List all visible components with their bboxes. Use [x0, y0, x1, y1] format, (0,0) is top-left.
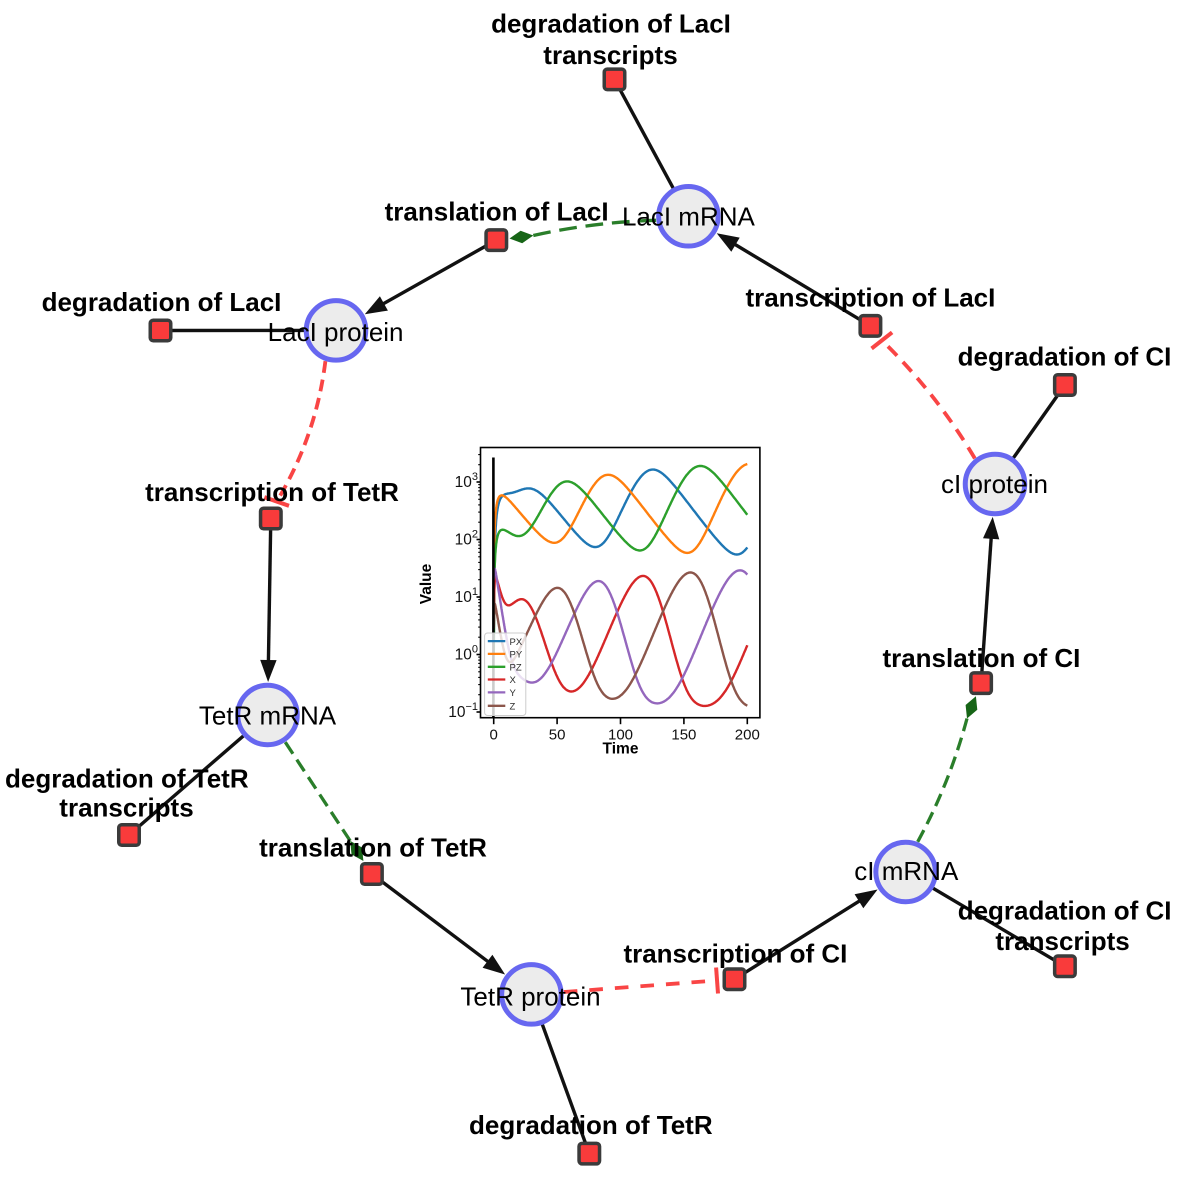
svg-text:200: 200	[735, 727, 760, 744]
svg-text:transcripts: transcripts	[59, 793, 193, 823]
svg-text:TetR mRNA: TetR mRNA	[199, 700, 337, 730]
svg-text:Time: Time	[603, 741, 639, 758]
svg-text:PZ: PZ	[510, 663, 522, 674]
svg-text:degradation of CI: degradation of CI	[958, 896, 1172, 926]
svg-text:transcripts: transcripts	[995, 926, 1129, 956]
svg-text:LacI protein: LacI protein	[268, 317, 404, 347]
svg-text:50: 50	[549, 727, 566, 744]
svg-text:degradation of LacI: degradation of LacI	[42, 287, 282, 317]
svg-text:transcription of LacI: transcription of LacI	[745, 283, 995, 313]
svg-text:150: 150	[671, 727, 696, 744]
svg-text:cI mRNA: cI mRNA	[854, 856, 959, 886]
svg-text:degradation of TetR: degradation of TetR	[469, 1110, 713, 1140]
svg-text:transcripts: transcripts	[543, 40, 677, 70]
svg-text:degradation of TetR: degradation of TetR	[5, 764, 249, 794]
svg-text:LacI mRNA: LacI mRNA	[622, 202, 756, 232]
svg-text:Z: Z	[510, 702, 516, 713]
svg-text:Value: Value	[418, 563, 435, 604]
svg-text:0: 0	[490, 727, 498, 744]
svg-text:translation of LacI: translation of LacI	[385, 197, 609, 227]
svg-text:PY: PY	[510, 650, 523, 661]
svg-text:transcription of TetR: transcription of TetR	[145, 477, 399, 507]
svg-text:X: X	[510, 675, 517, 686]
svg-text:TetR protein: TetR protein	[460, 982, 600, 1012]
svg-text:100: 100	[608, 727, 633, 744]
svg-text:degradation of CI: degradation of CI	[958, 342, 1172, 372]
svg-text:translation of CI: translation of CI	[882, 643, 1080, 673]
svg-text:degradation of LacI: degradation of LacI	[491, 9, 731, 39]
svg-text:PX: PX	[510, 637, 523, 648]
svg-text:Y: Y	[510, 688, 517, 699]
svg-text:transcription of CI: transcription of CI	[623, 938, 847, 968]
svg-text:cI protein: cI protein	[941, 469, 1048, 499]
svg-text:translation of TetR: translation of TetR	[259, 833, 487, 863]
